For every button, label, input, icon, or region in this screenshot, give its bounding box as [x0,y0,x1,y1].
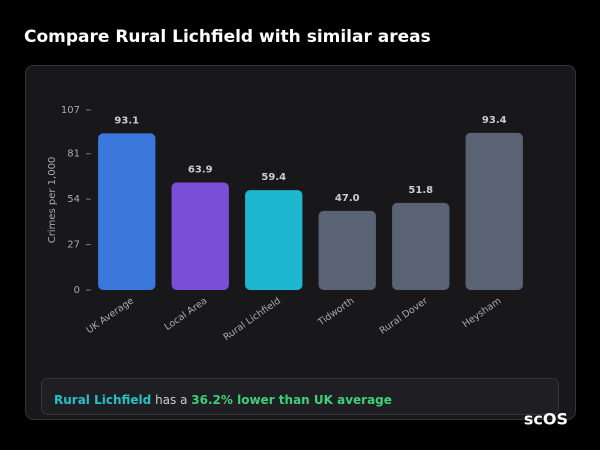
summary-area: Rural Lichfield [54,393,151,407]
value-label: 47.0 [335,193,360,204]
value-label: 51.8 [408,185,433,196]
y-axis-label: Crimes per 1,000 [47,157,58,244]
summary-highlight: 36.2% lower than UK average [191,393,392,407]
bar [318,210,376,290]
bar [171,182,229,290]
bar [245,190,303,290]
summary-text: has a [155,393,187,407]
logo: scOS [524,410,568,429]
y-tick-label: 27 [67,240,80,251]
bar [465,132,523,290]
bar [392,202,450,290]
y-tick-label: 0 [74,285,80,296]
value-label: 93.1 [114,115,139,126]
y-tick-label: 81 [67,149,80,160]
summary-box [41,378,559,415]
value-label: 63.9 [188,165,213,176]
chart-title: Compare Rural Lichfield with similar are… [24,27,431,47]
value-label: 59.4 [261,172,286,183]
summary: Rural Lichfield has a 36.2% lower than U… [54,393,392,407]
y-tick-label: 107 [61,105,80,116]
bar [98,133,156,290]
value-label: 93.4 [482,115,507,126]
y-tick-label: 54 [67,194,80,205]
